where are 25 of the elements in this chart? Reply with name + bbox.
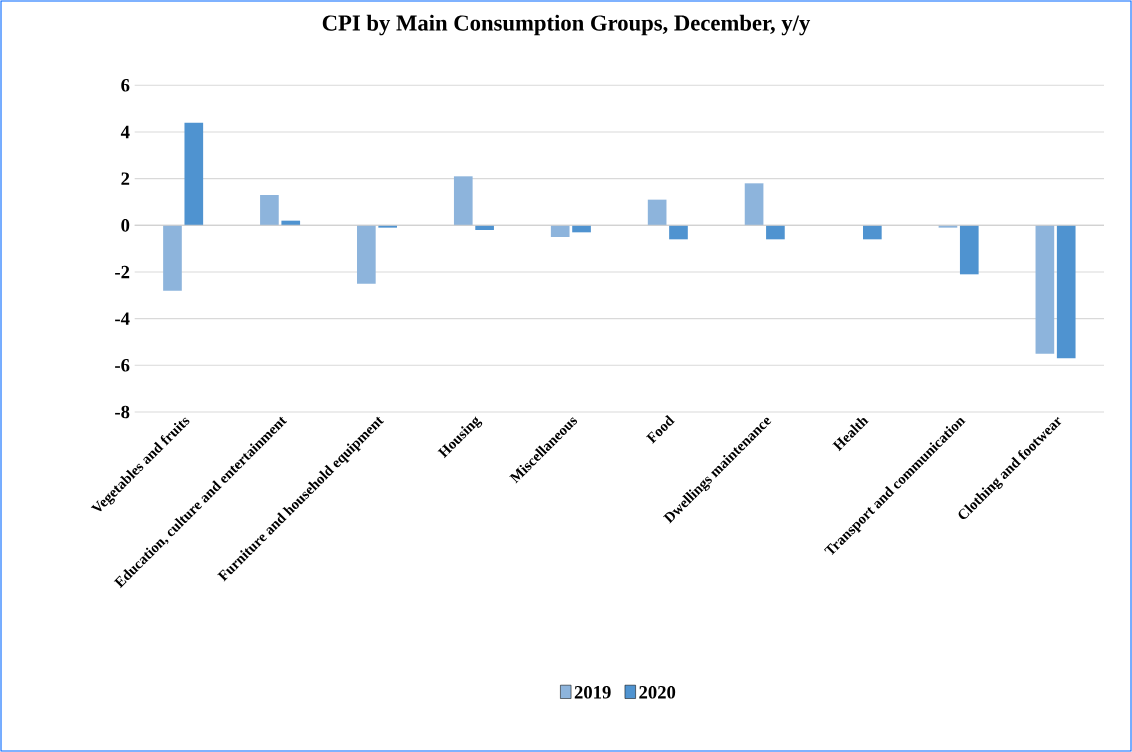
bar <box>163 225 182 291</box>
y-tick-label: 6 <box>121 79 130 92</box>
bar <box>260 194 279 226</box>
bar <box>1035 225 1055 354</box>
bar <box>453 176 473 226</box>
bar <box>669 225 688 240</box>
bar <box>357 225 376 284</box>
bar <box>766 225 785 240</box>
y-tick-label: -4 <box>115 312 130 325</box>
chart-title: CPI by Main Consumption Groups, December, y/y <box>322 14 811 36</box>
y-tick-label: -6 <box>115 359 130 372</box>
y-tick-label: 4 <box>120 125 130 139</box>
legend-label: 2019 <box>574 685 611 699</box>
bar <box>959 225 979 275</box>
y-tick-label: -2 <box>115 265 130 279</box>
legend-label: 2020 <box>639 685 676 699</box>
bar <box>184 122 204 226</box>
bar <box>647 199 667 226</box>
y-tick-label: 0 <box>121 219 130 232</box>
y-tick-label: -8 <box>115 405 130 419</box>
bar <box>550 225 570 237</box>
bar <box>744 183 764 226</box>
y-tick-label: 2 <box>121 172 130 185</box>
bar <box>863 225 882 240</box>
bar <box>1056 225 1076 359</box>
